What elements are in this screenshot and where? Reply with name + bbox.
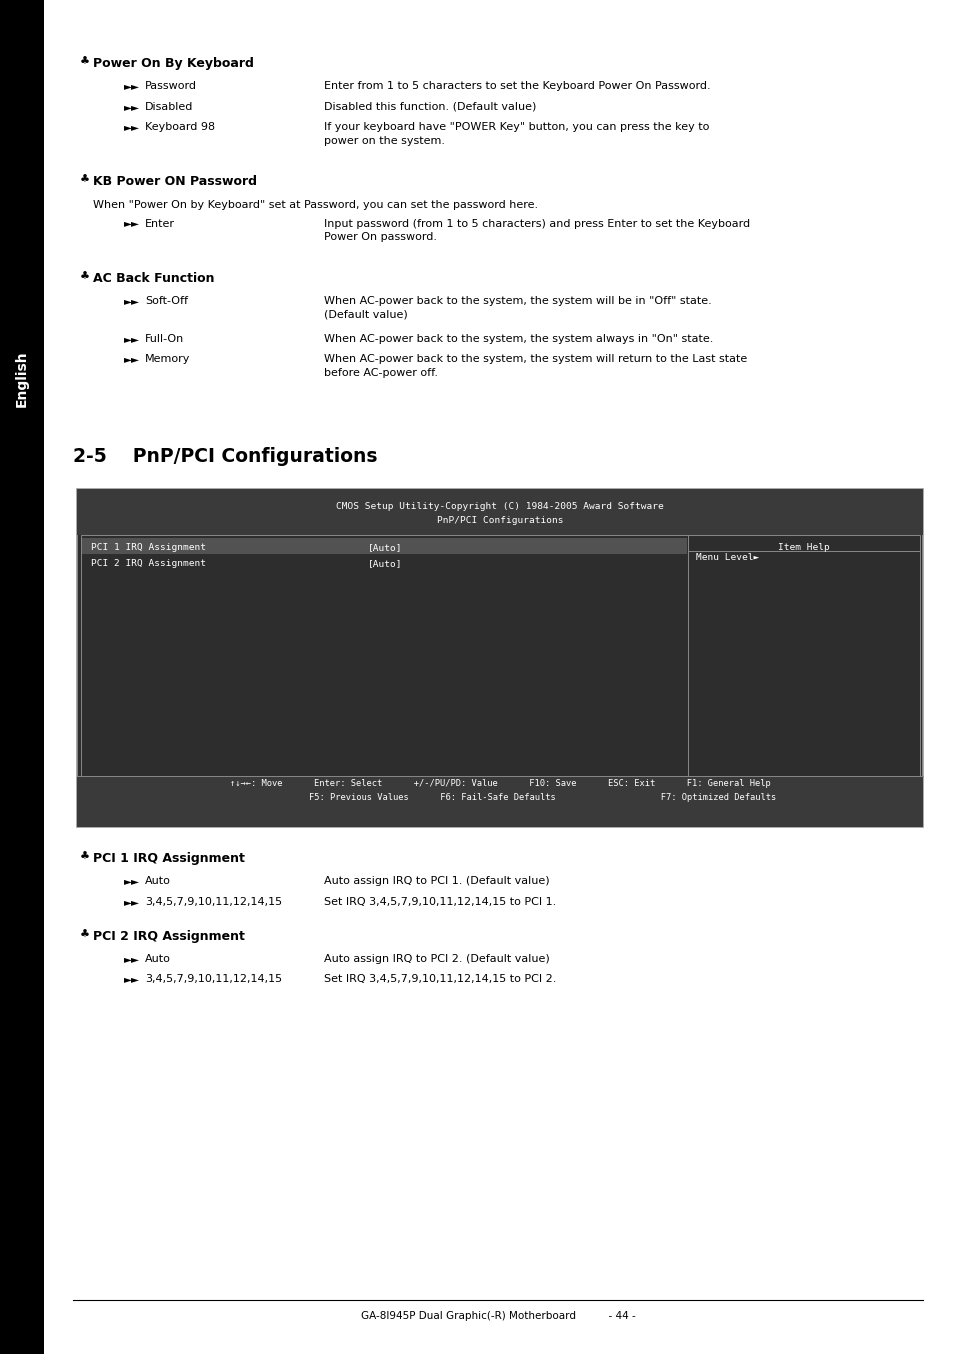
Text: Item Help: Item Help	[778, 543, 829, 552]
Text: Soft-Off: Soft-Off	[145, 297, 188, 306]
Text: Disabled: Disabled	[145, 102, 193, 112]
Text: ♣: ♣	[80, 175, 90, 185]
Text: 3,4,5,7,9,10,11,12,14,15: 3,4,5,7,9,10,11,12,14,15	[145, 975, 282, 984]
Text: PCI 2 IRQ Assignment: PCI 2 IRQ Assignment	[93, 929, 245, 942]
Text: [Auto]: [Auto]	[367, 559, 401, 569]
Text: Enter from 1 to 5 characters to set the Keyboard Power On Password.: Enter from 1 to 5 characters to set the …	[324, 81, 710, 92]
Text: CMOS Setup Utility-Copyright (C) 1984-2005 Award Software: CMOS Setup Utility-Copyright (C) 1984-20…	[336, 501, 663, 510]
Text: Memory: Memory	[145, 353, 191, 364]
Text: PnP/PCI Configurations: PnP/PCI Configurations	[436, 516, 563, 525]
Text: ►►: ►►	[124, 955, 140, 964]
Bar	[0, 0, 44, 1354]
Text: When AC-power back to the system, the system will be in "Off" state.
(Default va: When AC-power back to the system, the sy…	[324, 297, 711, 320]
Text: Auto: Auto	[145, 876, 171, 887]
Text: PCI 1 IRQ Assignment: PCI 1 IRQ Assignment	[93, 852, 245, 865]
Text: Auto assign IRQ to PCI 2. (Default value): Auto assign IRQ to PCI 2. (Default value…	[324, 955, 550, 964]
Text: Set IRQ 3,4,5,7,9,10,11,12,14,15 to PCI 1.: Set IRQ 3,4,5,7,9,10,11,12,14,15 to PCI …	[324, 896, 556, 907]
Text: If your keyboard have "POWER Key" button, you can press the key to
power on the : If your keyboard have "POWER Key" button…	[324, 122, 709, 146]
Text: ►►: ►►	[124, 102, 140, 112]
Text: English: English	[15, 351, 29, 408]
Text: When AC-power back to the system, the system always in "On" state.: When AC-power back to the system, the sy…	[324, 333, 713, 344]
Text: PCI 1 IRQ Assignment: PCI 1 IRQ Assignment	[91, 543, 206, 552]
Text: PCI 2 IRQ Assignment: PCI 2 IRQ Assignment	[91, 559, 206, 569]
Text: Menu Level►: Menu Level►	[695, 552, 759, 562]
Text: F5: Previous Values      F6: Fail-Safe Defaults                    F7: Optimized: F5: Previous Values F6: Fail-Safe Defaul…	[225, 792, 775, 802]
Text: ►►: ►►	[124, 975, 140, 984]
Text: When AC-power back to the system, the system will return to the Last state
befor: When AC-power back to the system, the sy…	[324, 353, 747, 378]
Text: Input password (from 1 to 5 characters) and press Enter to set the Keyboard
Powe: Input password (from 1 to 5 characters) …	[324, 218, 750, 242]
Text: Auto: Auto	[145, 955, 171, 964]
Text: Set IRQ 3,4,5,7,9,10,11,12,14,15 to PCI 2.: Set IRQ 3,4,5,7,9,10,11,12,14,15 to PCI …	[324, 975, 557, 984]
Bar	[81, 535, 919, 776]
Text: GA-8I945P Dual Graphic(-R) Motherboard          - 44 -: GA-8I945P Dual Graphic(-R) Motherboard -…	[360, 1311, 635, 1320]
Text: ►►: ►►	[124, 297, 140, 306]
Text: ♣: ♣	[80, 57, 90, 66]
Text: KB Power ON Password: KB Power ON Password	[93, 175, 257, 188]
Text: ♣: ♣	[80, 929, 90, 940]
Bar	[77, 489, 923, 535]
Text: Keyboard 98: Keyboard 98	[145, 122, 215, 133]
Text: ►►: ►►	[124, 353, 140, 364]
Bar	[77, 489, 923, 827]
Text: ►►: ►►	[124, 122, 140, 133]
Text: ♣: ♣	[80, 272, 90, 282]
Text: ♣: ♣	[80, 852, 90, 862]
Text: ►►: ►►	[124, 81, 140, 92]
Text: ►►: ►►	[124, 876, 140, 887]
Text: When "Power On by Keyboard" set at Password, you can set the password here.: When "Power On by Keyboard" set at Passw…	[93, 199, 538, 210]
Text: AC Back Function: AC Back Function	[93, 272, 214, 284]
Text: 3,4,5,7,9,10,11,12,14,15: 3,4,5,7,9,10,11,12,14,15	[145, 896, 282, 907]
Text: Enter: Enter	[145, 218, 174, 229]
Text: ►►: ►►	[124, 896, 140, 907]
Text: ↑↓→←: Move      Enter: Select      +/-/PU/PD: Value      F10: Save      ESC: Exi: ↑↓→←: Move Enter: Select +/-/PU/PD: Valu…	[230, 779, 770, 788]
Text: ►►: ►►	[124, 333, 140, 344]
Text: Power On By Keyboard: Power On By Keyboard	[93, 57, 254, 70]
Text: Full-On: Full-On	[145, 333, 184, 344]
Text: [Auto]: [Auto]	[367, 543, 401, 552]
Bar	[77, 776, 923, 827]
Text: Auto assign IRQ to PCI 1. (Default value): Auto assign IRQ to PCI 1. (Default value…	[324, 876, 550, 887]
Text: ►►: ►►	[124, 218, 140, 229]
Bar	[82, 538, 686, 554]
Text: Disabled this function. (Default value): Disabled this function. (Default value)	[324, 102, 537, 112]
Text: Password: Password	[145, 81, 197, 92]
Text: 2-5    PnP/PCI Configurations: 2-5 PnP/PCI Configurations	[72, 447, 376, 466]
